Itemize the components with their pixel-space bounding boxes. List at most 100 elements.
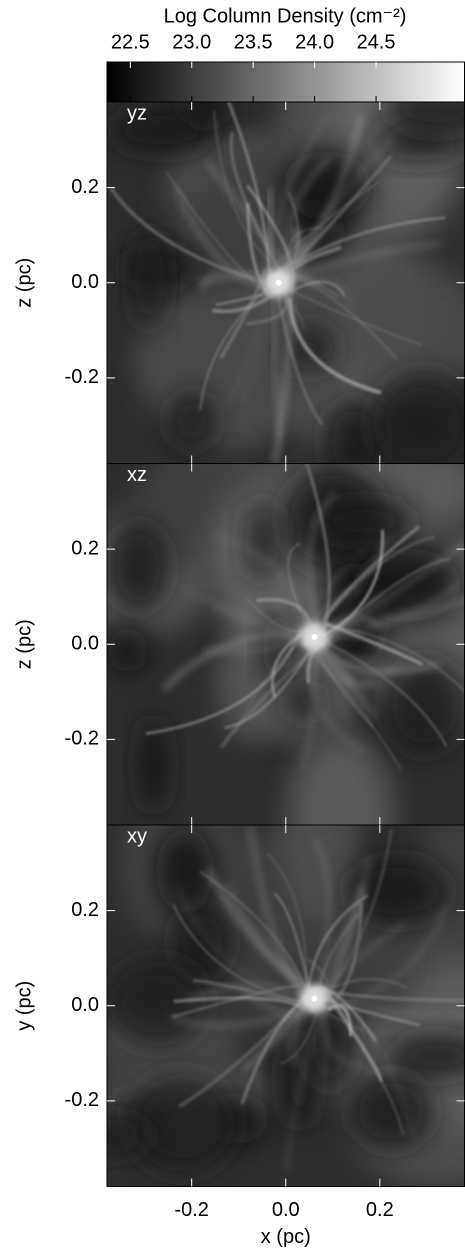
dark-void [348,1072,435,1150]
filament [311,829,394,1014]
filament [145,629,303,735]
dark-void [108,626,148,674]
diffuse-gas [288,734,392,825]
filament [246,202,270,295]
colorbar-tick-label: 24.0 [295,31,334,53]
x-tick-label: -0.2 [174,1199,208,1221]
filament [219,267,267,360]
dark-void [283,323,335,372]
filament [285,994,329,1172]
filament [274,287,324,426]
density-image [107,463,465,825]
colorbar-tick-label: 23.5 [234,31,273,53]
panel-label: xz [127,464,147,486]
x-tick-label: 0.2 [366,1199,394,1221]
filament [316,637,448,747]
y-tick-label: 0.2 [71,537,99,559]
y-tick-label: 0.0 [71,994,99,1016]
dark-void [134,227,165,331]
filament [278,137,393,292]
colorbar-tick-label: 23.0 [172,31,211,53]
y-tick-label: 0.0 [71,271,99,293]
filament [277,297,305,329]
filament [307,491,338,648]
filament [272,294,282,440]
filament [299,585,355,631]
dark-void [156,828,215,914]
filament [256,597,313,627]
filament [213,110,285,274]
dark-void [180,102,231,124]
filament [312,837,331,996]
filament [240,988,305,1017]
colorbar [106,61,465,103]
filament [274,154,393,286]
filament [273,292,292,464]
density-image [107,102,465,464]
y-tick-label: 0.2 [71,176,99,198]
density-image [107,825,465,1187]
filament [310,988,465,1019]
filament [322,986,383,1083]
filament [169,1003,316,1028]
y-tick-label: -0.2 [65,1089,99,1111]
filament [284,282,314,409]
filament [175,882,300,1002]
filament [263,216,446,283]
filament [315,598,465,645]
filament [287,297,382,395]
panel-label: xy [127,825,147,847]
panel-label: yz [127,102,147,124]
core [311,995,318,1002]
filament [174,186,266,290]
diffuse-gas [341,265,465,398]
filament [165,171,273,299]
filament [245,295,289,326]
x-axis-label: x (pc) [261,1226,311,1248]
dark-void [322,398,385,464]
y-tick-label: 0.0 [71,633,99,655]
dark-void [314,500,416,543]
filament [182,589,316,639]
filament [315,648,432,665]
filament [248,825,311,1004]
filament [312,535,436,634]
colorbar-tick-label: 22.5 [111,31,150,53]
filament [265,851,308,1009]
filament [288,280,346,298]
diffuse-gas [280,825,359,920]
y-tick-label: -0.2 [65,366,99,388]
filament [321,543,465,645]
filament [162,632,303,691]
core [311,634,318,641]
dark-void [372,372,465,464]
dark-void [107,1118,151,1154]
y-axis-label: z (pc) [13,619,35,669]
dark-void [372,124,465,161]
dark-void [167,390,217,451]
colorbar-title: Log Column Density (cm⁻²) [164,5,407,27]
filament [109,187,280,288]
dark-void [382,656,465,755]
filament [227,102,272,287]
filament [316,1009,448,1033]
dark-void [244,499,281,581]
dark-void [108,960,207,1048]
dark-void [107,521,170,614]
filament [223,273,270,408]
filament [266,180,380,273]
y-axis-label: y (pc) [13,981,35,1031]
filament [317,622,391,649]
dark-void [387,1035,465,1077]
filament [207,868,310,991]
dark-void [128,1073,235,1173]
x-tick-label: 0.0 [272,1199,300,1221]
filament [275,242,443,284]
filament [226,882,306,993]
filament [224,635,321,730]
dark-void [385,102,465,133]
y-tick-label: 0.2 [71,899,99,921]
colorbar-tick-label: 24.5 [357,31,396,53]
